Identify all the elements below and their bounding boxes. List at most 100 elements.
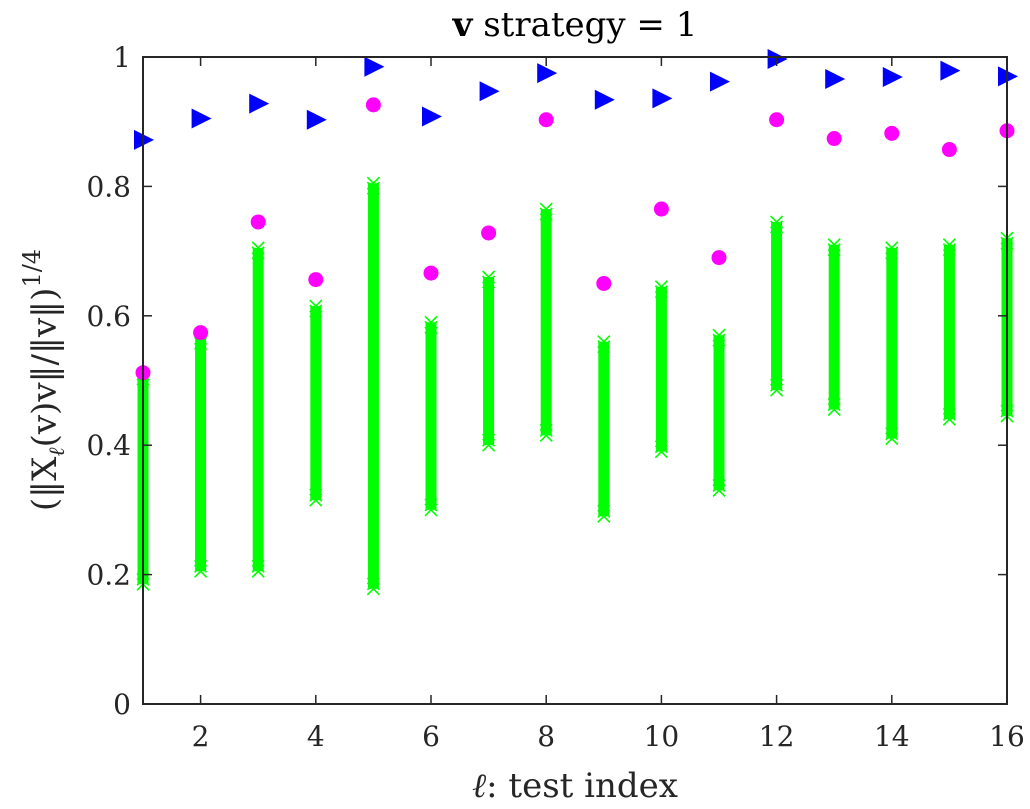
cross-marker (885, 241, 899, 255)
axes-frame (142, 56, 1008, 705)
ticks-layer: 2 4 6 8 10 12 14 16 0 0.2 0.4 0.6 0.8 1 (86, 41, 1024, 753)
x-tick-label: 4 (307, 720, 325, 753)
cross-marker (597, 340, 611, 354)
circle-marker-13 (826, 131, 842, 147)
y-tick-label: 1 (113, 41, 131, 74)
triangle-marker-3 (249, 93, 270, 114)
circle-marker-12 (769, 112, 785, 128)
cross-marker (654, 280, 668, 294)
circle-marker-14 (884, 125, 900, 141)
cross-column-12 (770, 215, 784, 397)
cross-column-band (886, 247, 898, 439)
y-axis-label: (‖Xℓ(v)v‖/‖v‖)1/4 (18, 249, 70, 511)
y-axis-label-group: (‖Xℓ(v)v‖/‖v‖)1/4 (18, 249, 70, 511)
cross-marker (712, 478, 726, 493)
cross-marker (366, 582, 380, 596)
cross-marker (597, 504, 611, 518)
cross-column-10 (654, 280, 668, 459)
cross-marker (366, 176, 380, 190)
cross-column-band (828, 244, 840, 410)
cross-column-band (540, 209, 552, 436)
y-axis-label-sub: ℓ (45, 447, 70, 457)
cross-column-5 (366, 176, 380, 596)
cross-marker (539, 428, 553, 443)
cross-marker (482, 438, 496, 452)
y-tick-label: 0.2 (86, 559, 131, 592)
triangle-marker-14 (882, 67, 903, 88)
cross-marker (482, 270, 496, 284)
cross-marker (770, 220, 784, 234)
cross-marker (597, 335, 611, 349)
cross-column-band (655, 286, 667, 452)
cross-marker (482, 433, 496, 447)
cross-column-3 (251, 241, 265, 578)
cross-column-15 (942, 238, 956, 426)
cross-marker (251, 559, 265, 573)
cross-column-9 (597, 335, 611, 523)
cross-column-band (598, 341, 610, 517)
x-tick-label: 14 (874, 720, 910, 753)
cross-column-band (483, 276, 495, 446)
x-tick-label: 12 (759, 720, 795, 753)
cross-marker (194, 564, 208, 578)
triangle-marker-10 (652, 88, 673, 109)
triangle-marker-11 (710, 71, 730, 92)
series-layer (134, 48, 1018, 596)
cross-marker (942, 238, 956, 252)
y-tick-label: 0.4 (86, 429, 131, 462)
cross-marker (194, 336, 208, 351)
cross-marker (482, 275, 496, 289)
cross-column-2 (194, 331, 208, 578)
cross-marker (539, 423, 553, 438)
y-axis-label-part2: (v)v‖/‖v‖) (25, 288, 65, 448)
x-tick-label: 16 (989, 720, 1025, 753)
x-tick-label: 8 (537, 720, 555, 753)
y-axis-label-sup: 1/4 (18, 249, 46, 288)
cross-marker (827, 238, 841, 252)
cross-column-6 (424, 315, 438, 517)
cross-column-13 (827, 238, 841, 417)
cross-marker (251, 246, 265, 260)
cross-column-band (713, 335, 725, 491)
triangle-marker-9 (594, 89, 615, 110)
cross-column-band (252, 247, 264, 572)
cross-column-band (425, 322, 437, 510)
triangle-marker-15 (940, 60, 961, 81)
x-tick-label: 10 (644, 720, 680, 753)
cross-marker (194, 559, 208, 573)
triangle-marker-4 (306, 109, 327, 130)
cross-column-band (310, 306, 322, 501)
axes-box (142, 56, 1008, 705)
plot-background (143, 57, 1007, 704)
circle-marker-9 (596, 275, 612, 291)
circle-marker-7 (481, 225, 497, 241)
circle-marker-5 (365, 97, 381, 113)
cross-marker (424, 320, 438, 334)
circle-marker-6 (423, 265, 439, 281)
cross-column-11 (712, 328, 726, 498)
cross-marker (366, 577, 380, 591)
triangle-marker-6 (422, 106, 442, 127)
circle-marker-4 (308, 272, 324, 288)
cross-marker (251, 564, 265, 578)
x-axis-label-text: : test index (486, 766, 678, 806)
cross-marker (885, 432, 899, 446)
cross-marker (654, 285, 668, 299)
cross-marker (597, 509, 611, 523)
cross-marker (366, 181, 380, 195)
cross-column-7 (482, 270, 496, 452)
circle-marker-8 (538, 112, 554, 128)
cross-marker (827, 243, 841, 257)
triangle-marker-12 (767, 48, 788, 69)
triangle-marker-2 (191, 108, 212, 129)
triangle-marker-5 (364, 56, 385, 77)
cross-marker (309, 299, 323, 313)
chart-title-text: strategy = 1 (472, 5, 697, 45)
cross-marker (251, 241, 265, 255)
cross-column-band (195, 338, 207, 572)
x-tick-label: 2 (192, 720, 210, 753)
cross-marker (712, 483, 726, 498)
x-axis-label-symbol: ℓ (472, 766, 486, 806)
cross-marker (654, 445, 668, 459)
